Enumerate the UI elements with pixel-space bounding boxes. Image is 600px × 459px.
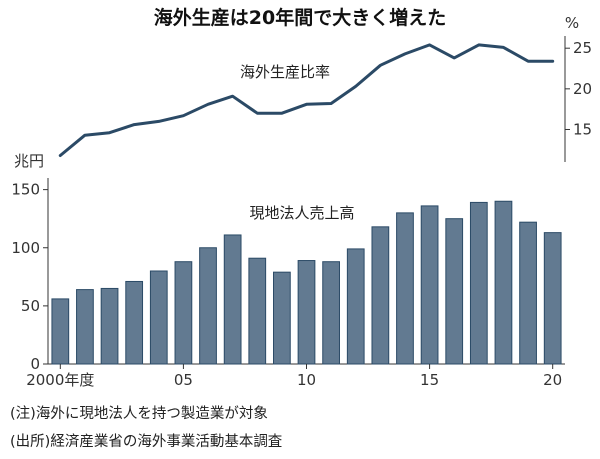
bar (420, 205, 439, 365)
bar (445, 218, 464, 365)
bar (199, 247, 217, 365)
bar (543, 232, 562, 365)
bar (223, 234, 242, 365)
bar (100, 287, 119, 365)
bar-x-tick-label: 20 (543, 371, 562, 389)
line-y-tick-label: 25 (573, 39, 592, 57)
line-series-label: 海外生産比率 (240, 63, 330, 81)
bar-y-unit: 兆円 (14, 152, 44, 170)
line-y-tick-label: 20 (573, 80, 592, 98)
line-series (58, 43, 555, 157)
bar (125, 280, 144, 365)
bar-y-tick-label: 0 (30, 355, 40, 373)
note-text: (注)海外に現地法人を持つ製造業が対象 (10, 405, 268, 422)
bar (396, 212, 414, 365)
line-y-unit: % (565, 14, 579, 32)
bar (346, 248, 365, 365)
bar (494, 200, 513, 365)
bar (174, 261, 193, 365)
bar (51, 298, 70, 365)
bar (371, 226, 390, 365)
bar-y-tick-label: 100 (11, 239, 40, 257)
line-y-tick-label: 15 (573, 120, 592, 138)
bar (519, 221, 537, 365)
chart-title: 海外生産は20年間で大きく増えた (154, 6, 446, 29)
bar (322, 261, 340, 365)
bar-x-tick-label: 15 (420, 371, 439, 389)
bar-y-tick-label: 50 (21, 297, 40, 315)
bar (273, 271, 291, 365)
bar-x-tick-label: 10 (297, 371, 316, 389)
line-chart-area: % 海外生産比率 15 20 25 (58, 14, 592, 162)
bar (76, 289, 94, 365)
bar (469, 201, 488, 365)
bar-chart-area: 兆円 現地法人売上高 0 50 100 150 2000年度 05 10 15 20 (11, 152, 565, 389)
bar (248, 257, 267, 365)
source-text: (出所)経済産業省の海外事業活動基本調査 (10, 433, 282, 450)
bar-y-tick-label: 150 (11, 181, 40, 199)
bar (297, 260, 316, 365)
bar-x-tick-label: 05 (174, 371, 193, 389)
bar (149, 270, 168, 365)
bar-x-tick-label: 2000年度 (26, 371, 94, 389)
bar-series-label: 現地法人売上高 (249, 204, 354, 222)
